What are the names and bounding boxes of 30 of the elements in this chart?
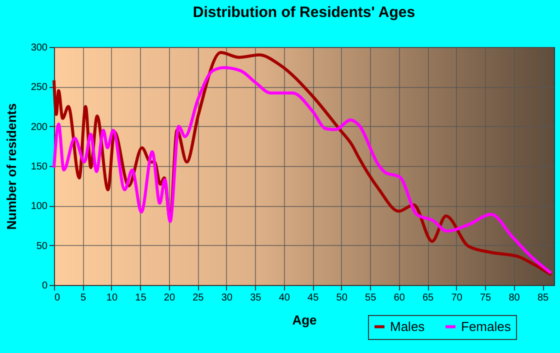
x-tick-label: 65 [422,292,434,304]
chart-title: Distribution of Residents' Ages [192,4,416,21]
x-tick-label: 5 [80,292,86,304]
y-tick-label: 150 [30,162,48,172]
x-tick-label: 50 [336,292,348,304]
x-tick-label: 70 [451,292,463,304]
y-tick-label: 0 [42,280,48,292]
x-tick-label: 40 [278,292,290,304]
y-tick-label: 300 [30,42,48,54]
y-axis-title: Number of residents [4,103,19,230]
x-tick-label: 85 [537,292,550,304]
x-tick-label: 80 [508,292,520,304]
x-tick-label: 45 [308,292,320,304]
y-tick-label: 200 [30,122,48,133]
x-tick-label: 20 [164,292,176,304]
x-tick-label: 30 [221,292,233,304]
legend-label: Females [461,318,512,334]
x-tick-label: 0 [54,292,60,304]
x-tick-label: 35 [250,292,262,304]
x-tick-label: 15 [135,292,147,304]
x-tick-label: 25 [192,292,204,304]
x-tick-label: 10 [106,292,118,304]
x-tick-label: 75 [480,292,492,304]
y-tick-label: 50 [36,240,48,252]
y-tick-label: 100 [30,201,48,212]
legend-label: Males [390,318,426,334]
x-tick-label: 55 [365,292,377,304]
x-axis-title: Age [292,312,317,328]
y-tick-label: 250 [30,82,48,94]
x-tick-label: 60 [394,292,406,304]
